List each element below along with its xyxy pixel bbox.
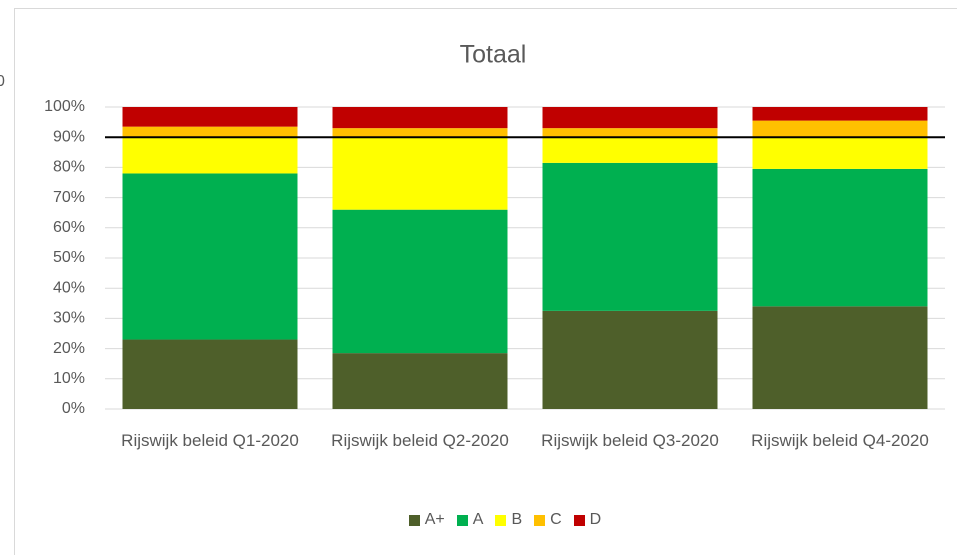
legend-label: A: [472, 511, 484, 528]
legend-item: A+: [408, 511, 445, 529]
x-tick-label: Rijswijk beleid Q2-2020: [331, 431, 509, 450]
y-tick-label: 30%: [53, 310, 85, 327]
legend-swatch: [456, 514, 468, 526]
bar-segment: [542, 137, 718, 163]
bar-segment: [752, 137, 928, 169]
bar-segment: [542, 162, 718, 311]
legend-label: B: [511, 511, 523, 528]
chart-title: Totaal: [460, 41, 527, 69]
legend-item: B: [495, 511, 522, 529]
legend-item: A: [456, 511, 484, 529]
side-label: 0: [0, 73, 5, 90]
y-tick-label: 10%: [53, 370, 85, 387]
bar-segment: [122, 173, 298, 340]
y-tick-label: 40%: [53, 279, 85, 296]
legend-swatch: [495, 514, 507, 526]
bar-segment: [122, 137, 298, 174]
y-tick-label: 100%: [44, 98, 85, 115]
bar-segment: [752, 107, 928, 121]
y-tick-label: 90%: [53, 128, 85, 145]
y-tick-label: 80%: [53, 159, 85, 176]
bar-segment: [542, 310, 718, 409]
legend-label: C: [550, 511, 562, 528]
bar-segment: [332, 353, 508, 409]
y-tick-label: 70%: [53, 189, 85, 206]
x-tick-label: Rijswijk beleid Q3-2020: [541, 431, 719, 450]
x-tick-label: Rijswijk beleid Q1-2020: [121, 431, 299, 450]
y-tick-label: 60%: [53, 219, 85, 236]
bar-segment: [332, 209, 508, 354]
bar-segment: [122, 107, 298, 127]
legend-label: A+: [424, 511, 445, 528]
legend-swatch: [534, 514, 546, 526]
legend-item: D: [573, 511, 602, 529]
bar-segment: [752, 120, 928, 138]
bar-segment: [752, 306, 928, 409]
bar-segment: [332, 137, 508, 210]
y-tick-label: 50%: [53, 249, 85, 266]
legend-swatch: [408, 514, 420, 526]
legend-label: D: [589, 511, 602, 528]
bar-segment: [122, 339, 298, 409]
bar-segment: [332, 107, 508, 129]
legend-item: C: [534, 511, 562, 529]
bar-segment: [122, 126, 298, 138]
y-tick-label: 0%: [62, 400, 85, 417]
legend: A+ A B C D: [0, 511, 957, 529]
legend-swatch: [573, 514, 585, 526]
bar-segment: [332, 128, 508, 138]
y-tick-label: 20%: [53, 340, 85, 357]
bar-segment: [542, 107, 718, 129]
x-tick-label: Rijswijk beleid Q4-2020: [751, 431, 929, 450]
bar-segment: [542, 128, 718, 138]
bar-segment: [752, 168, 928, 307]
